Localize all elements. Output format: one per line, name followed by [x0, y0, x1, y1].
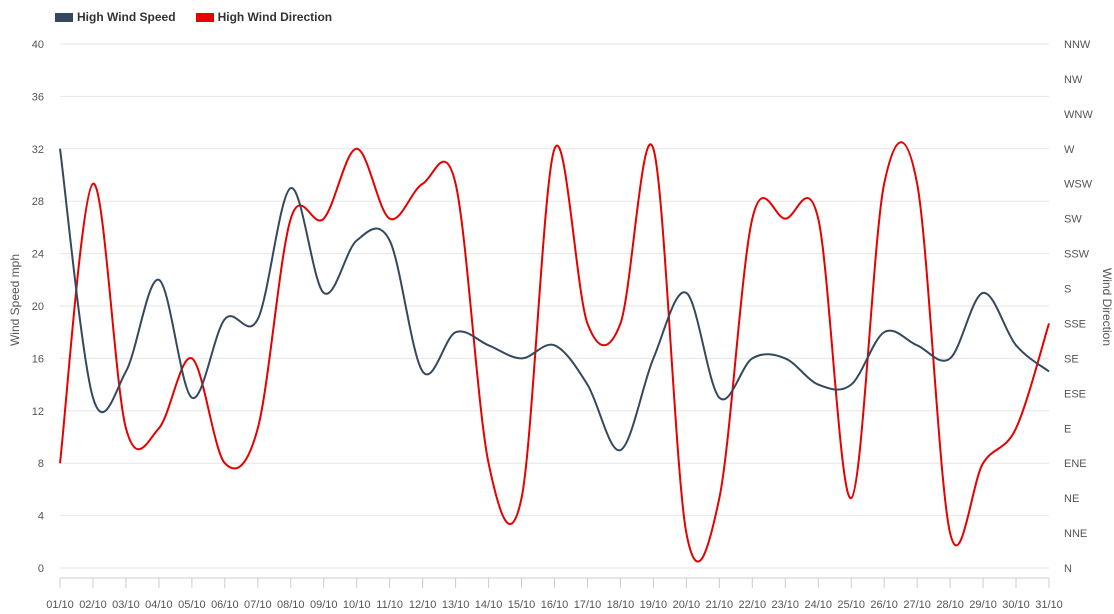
x-tick-label: 25/10	[837, 599, 865, 611]
y2-tick-label: WSW	[1064, 179, 1093, 191]
x-tick-label: 18/10	[607, 599, 635, 611]
y2-tick-label: W	[1064, 144, 1075, 156]
x-tick-label: 22/10	[739, 599, 767, 611]
x-tick-label: 27/10	[903, 599, 931, 611]
x-tick-label: 16/10	[541, 599, 569, 611]
y2-tick-label: ESE	[1064, 388, 1086, 400]
x-tick-label: 31/10	[1035, 599, 1063, 611]
x-tick-label: 10/10	[343, 599, 371, 611]
y-tick-label: 20	[32, 301, 44, 313]
x-tick-label: 20/10	[673, 599, 701, 611]
y-tick-label: 16	[32, 353, 44, 365]
y2-tick-label: WNW	[1064, 109, 1093, 121]
y2-tick-label: NNW	[1064, 39, 1091, 51]
x-tick-label: 09/10	[310, 599, 338, 611]
y2-tick-label: SSE	[1064, 318, 1086, 330]
series-line-direction	[59, 141, 1050, 563]
x-tick-label: 24/10	[804, 599, 832, 611]
axis-layer: 0 4 8 12 16 20 24 28 32 36 40 N NNE NE ENE E ESE SE SSE S SS…	[32, 39, 1094, 611]
x-tick-label: 19/10	[640, 599, 668, 611]
y2-tick-label: S	[1064, 284, 1071, 296]
x-tick-label: 29/10	[969, 599, 997, 611]
x-tick-label: 01/10	[46, 599, 74, 611]
x-tick-label: 30/10	[1002, 599, 1030, 611]
y-tick-label: 40	[32, 39, 44, 51]
x-tick-label: 15/10	[508, 599, 536, 611]
x-tick-label: 11/10	[376, 599, 403, 611]
x-tick-label: 03/10	[112, 599, 140, 611]
x-tick-label: 26/10	[870, 599, 898, 611]
series-layer	[59, 141, 1050, 563]
y2-tick-label: E	[1064, 423, 1071, 435]
y2-tick-label: SW	[1064, 214, 1082, 226]
chart-legend: High Wind Speed High Wind Direction	[55, 10, 332, 24]
y-tick-label: 0	[38, 563, 44, 575]
y-tick-label: 4	[38, 511, 44, 523]
legend-label-direction: High Wind Direction	[217, 10, 333, 24]
x-tick-label: 05/10	[178, 599, 206, 611]
y2-tick-label: ENE	[1064, 458, 1087, 470]
x-tick-label: 17/10	[574, 599, 602, 611]
x-tick-label: 21/10	[706, 599, 734, 611]
y2-axis-title: Wind Direction	[1100, 268, 1114, 346]
y2-tick-label: NNE	[1064, 528, 1087, 540]
y2-tick-label: SE	[1064, 353, 1079, 365]
y2-tick-label: NW	[1064, 74, 1083, 86]
y-tick-label: 32	[32, 144, 44, 156]
legend-swatch-speed	[55, 12, 73, 22]
y-tick-label: 28	[32, 196, 44, 208]
x-tick-label: 04/10	[145, 599, 173, 611]
y-axis-title: Wind Speed mph	[8, 254, 22, 346]
x-tick-label: 28/10	[936, 599, 964, 611]
legend-swatch-direction	[195, 12, 214, 22]
y-tick-label: 12	[32, 406, 44, 418]
x-tick-label: 02/10	[79, 599, 107, 611]
y-tick-label: 36	[32, 91, 44, 103]
y2-tick-label: NE	[1064, 493, 1079, 505]
y2-tick-label: SSW	[1064, 249, 1090, 261]
x-tick-label: 23/10	[772, 599, 800, 611]
x-tick-label: 07/10	[244, 599, 272, 611]
legend-item-speed[interactable]: High Wind Speed	[55, 10, 176, 24]
x-tick-label: 12/10	[409, 599, 437, 611]
grid-layer	[60, 43, 1049, 569]
series-line-speed	[59, 148, 1050, 452]
y-tick-label: 24	[32, 249, 44, 261]
x-tick-label: 13/10	[442, 599, 470, 611]
legend-label-speed: High Wind Speed	[77, 10, 176, 24]
x-tick-label: 08/10	[277, 599, 305, 611]
y-tick-label: 8	[38, 458, 44, 470]
x-tick-label: 14/10	[475, 599, 503, 611]
x-tick-label: 06/10	[211, 599, 239, 611]
legend-item-direction[interactable]: High Wind Direction	[195, 10, 333, 24]
y2-tick-label: N	[1064, 563, 1072, 575]
